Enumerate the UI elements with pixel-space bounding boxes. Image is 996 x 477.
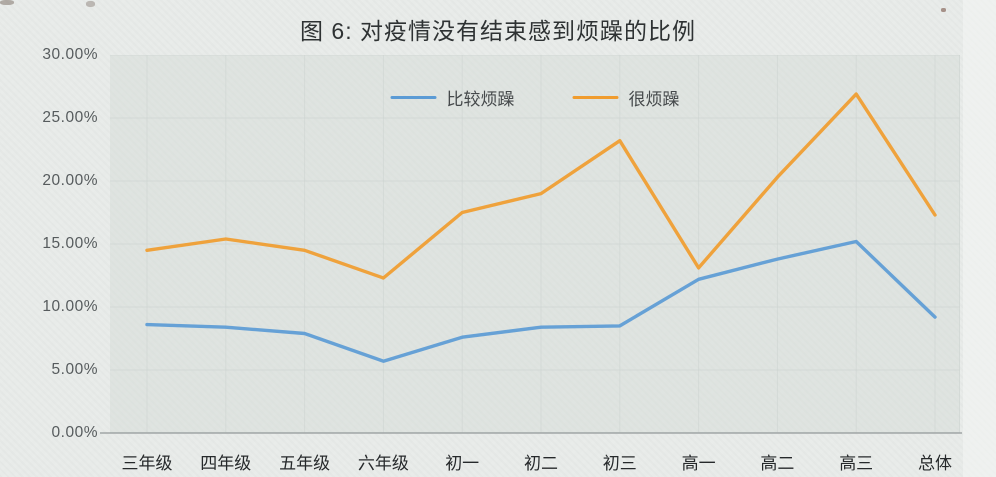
y-axis-tick-label: 25.00%: [42, 109, 98, 126]
x-axis-category-label: 五年级: [279, 454, 331, 473]
page-margin: [963, 0, 996, 477]
y-axis-tick-label: 10.00%: [42, 298, 98, 315]
x-axis-category-label: 初三: [602, 454, 637, 473]
x-axis-line: [100, 432, 962, 434]
chart-legend: 比较烦躁 很烦躁: [390, 85, 680, 110]
x-axis-category-label: 初二: [524, 454, 558, 473]
y-axis: 0.00% 5.00% 10.00% 15.00% 20.00% 25.00% 30.00%: [0, 0, 98, 477]
y-axis-tick-label: 0.00%: [51, 424, 98, 441]
x-axis-category-label: 总体: [918, 454, 952, 473]
scan-artifact: [86, 1, 95, 7]
plot-area: [110, 55, 960, 433]
y-axis-tick-label: 5.00%: [51, 361, 98, 378]
x-axis-category-label: 六年级: [357, 454, 409, 473]
legend-line-swatch-blue: [390, 95, 437, 100]
legend-label: 比较烦躁: [446, 90, 515, 109]
scan-artifact: [0, 0, 14, 5]
x-axis-category-label: 高二: [760, 454, 795, 473]
x-axis-category-label: 三年级: [121, 454, 173, 473]
x-axis-category-label: 高一: [681, 454, 716, 473]
chart-title: 图 6: 对疫情没有结束感到烦躁的比例: [300, 18, 696, 44]
y-axis-tick-label: 30.00%: [42, 46, 98, 63]
x-axis-category-label: 高三: [839, 454, 874, 473]
x-axis-category-label: 四年级: [200, 454, 252, 473]
legend-label: 很烦躁: [628, 90, 680, 109]
legend-item-somewhat-irritated: 比较烦躁: [390, 85, 515, 110]
x-axis-category-label: 初一: [445, 454, 480, 473]
legend-item-very-irritated: 很烦躁: [572, 85, 680, 110]
scan-artifact: [941, 8, 946, 12]
y-axis-tick-label: 15.00%: [42, 235, 98, 252]
y-axis-tick-label: 20.00%: [42, 172, 98, 189]
legend-line-swatch-orange: [572, 95, 619, 100]
line-chart-canvas: [110, 55, 960, 433]
